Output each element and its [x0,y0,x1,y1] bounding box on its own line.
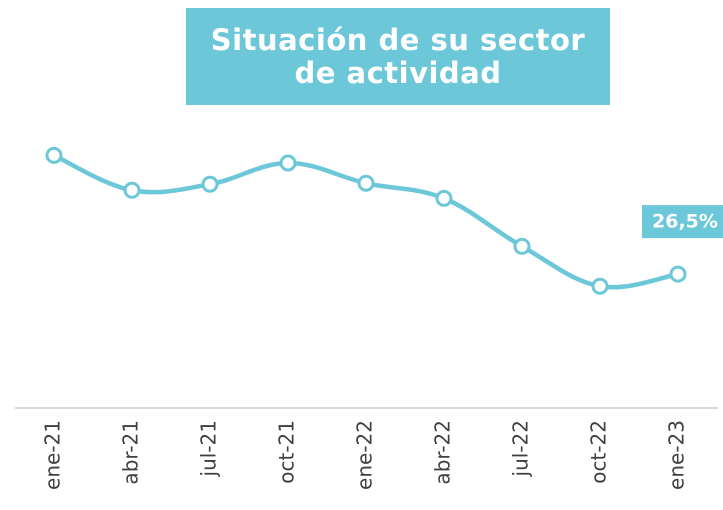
x-tick-label: ene-21 [41,420,65,490]
point [201,175,219,193]
x-tick-label: abr-21 [119,420,143,485]
x-tick-label: oct-22 [587,420,611,484]
x-tick-label: ene-23 [665,420,689,490]
point [45,146,63,164]
point [279,154,297,172]
point [357,174,375,192]
value-label-box [642,205,723,239]
point [513,237,531,255]
x-tick-label: ene-22 [353,420,377,490]
chart-title: Situación de su sector de actividad [186,8,610,105]
point [591,277,609,295]
value-label: 26,5% [652,211,718,233]
point [123,181,141,199]
x-tick-label: abr-22 [431,420,455,485]
point [669,265,687,283]
point [435,189,453,207]
x-tick-label: jul-22 [509,420,533,477]
x-tick-label: jul-21 [197,420,221,477]
x-tick-label: oct-21 [275,420,299,484]
